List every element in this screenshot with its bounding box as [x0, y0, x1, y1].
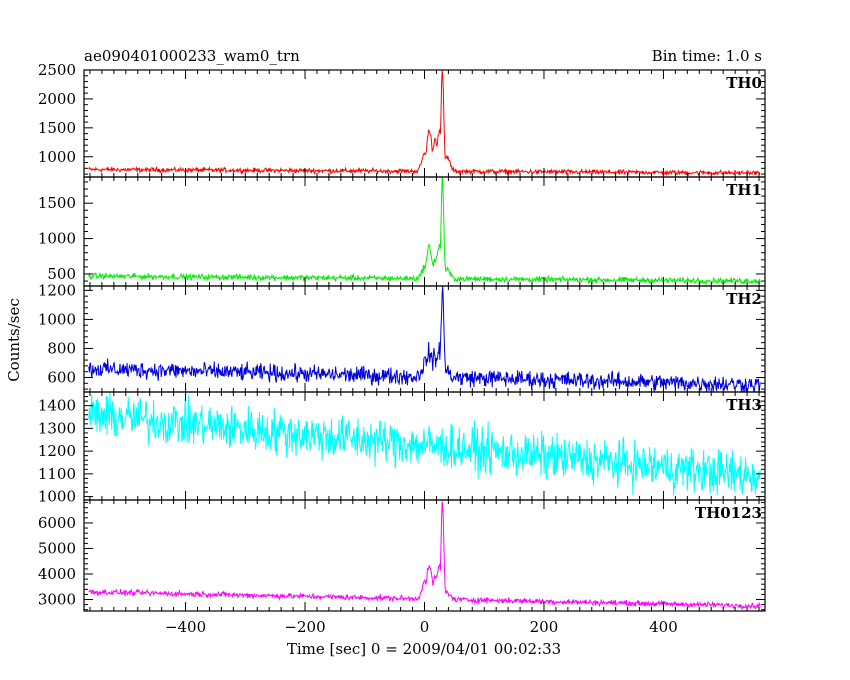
panel-th0: 1000 1500 2000 2500 TH0 — [38, 61, 766, 178]
y-tick-label: 6000 — [38, 514, 76, 532]
x-tick-label: −200 — [284, 618, 325, 636]
panel-th3: 1000 1100 1200 1300 1400 TH3 — [38, 391, 766, 506]
y-tick-label: 1000 — [38, 310, 76, 328]
y-tick-label: 800 — [47, 339, 76, 357]
x-tick-label: 0 — [420, 618, 430, 636]
y-tick-label: 1500 — [38, 119, 76, 137]
series-th3 — [88, 391, 761, 496]
x-tick-label: 200 — [530, 618, 559, 636]
y-tick-label: 1300 — [38, 419, 76, 437]
panel-frame — [83, 69, 766, 178]
y-tick-label: 600 — [47, 368, 76, 386]
y-tick-label: 500 — [47, 265, 76, 283]
x-axis-label: Time [sec] 0 = 2009/04/01 00:02:33 — [287, 640, 561, 658]
title-right: Bin time: 1.0 s — [652, 47, 762, 65]
y-tick-label: 4000 — [38, 565, 76, 583]
y-tick-label: 5000 — [38, 539, 76, 557]
y-tick-label: 1100 — [38, 465, 76, 483]
title-left: ae090401000233_wam0_trn — [84, 47, 300, 65]
series-th0123 — [88, 501, 761, 611]
series-th2 — [88, 286, 761, 393]
panel-label: TH1 — [726, 181, 762, 199]
y-tick-label: 1000 — [38, 488, 76, 506]
x-tick-label: −400 — [165, 618, 206, 636]
panel-label: TH2 — [726, 290, 762, 308]
y-tick-label: 1000 — [38, 148, 76, 166]
panel-frame — [83, 285, 766, 393]
series-th0 — [88, 70, 761, 177]
y-tick-label: 1200 — [38, 442, 76, 460]
series-th1 — [88, 176, 761, 286]
y-tick-label: 1500 — [38, 194, 76, 212]
panel-th2: 600 800 1000 1200 TH2 — [38, 281, 766, 393]
panel-th0123: 3000 4000 5000 6000 TH0123 — [38, 499, 766, 612]
y-tick-label: 1400 — [38, 397, 76, 415]
y-axis-label: Counts/sec — [5, 298, 23, 382]
panel-label: TH0123 — [695, 504, 762, 522]
y-tick-label: 3000 — [38, 591, 76, 609]
y-tick-label: 1200 — [38, 281, 76, 299]
panels: 1000150020002500TH050010001500TH16008001… — [38, 61, 766, 636]
panel-th1: 500 1000 1500 TH1 — [38, 176, 766, 287]
y-tick-label: 2000 — [38, 90, 76, 108]
panel-label: TH0 — [726, 74, 762, 92]
y-tick-label: 1000 — [38, 230, 76, 248]
x-tick-label: 400 — [649, 618, 678, 636]
y-tick-label: 2500 — [38, 61, 76, 79]
panel-label: TH3 — [726, 396, 762, 414]
